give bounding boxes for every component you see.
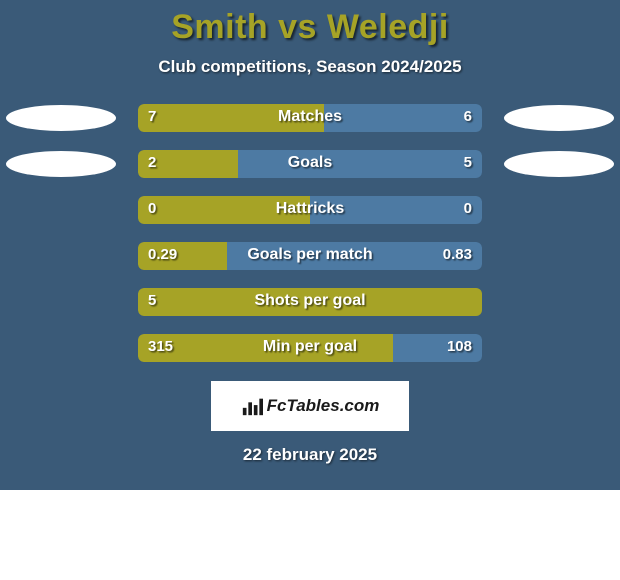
stat-value-left: 7	[148, 108, 156, 125]
bar-track: Matches7 6	[138, 104, 482, 132]
stats-card: Smith vs Weledji Club competitions, Seas…	[0, 0, 620, 490]
bar-track: Goals2 5	[138, 150, 482, 178]
bar-track: Min per goal315 108	[138, 334, 482, 362]
stat-value-left: 2	[148, 154, 156, 171]
subtitle: Club competitions, Season 2024/2025	[0, 57, 620, 77]
title: Smith vs Weledji	[0, 8, 620, 47]
date: 22 february 2025	[0, 445, 620, 465]
stat-value-right: 108	[447, 338, 472, 355]
stat-rows: Matches7 6 Goals2 5 Hattricks0 0 Goals per mat…	[0, 95, 620, 371]
stat-row: Matches7 6	[0, 95, 620, 141]
stat-label: Goals per match	[138, 246, 482, 264]
stat-value-right: 0.83	[443, 246, 472, 263]
stat-value-right: 5	[464, 154, 472, 171]
player-ellipse-right	[504, 151, 614, 177]
player-ellipse-left	[6, 105, 116, 131]
stat-label: Shots per goal	[138, 292, 482, 310]
stat-row: Goals2 5	[0, 141, 620, 187]
stat-row: Hattricks0 0	[0, 187, 620, 233]
stat-value-left: 315	[148, 338, 173, 355]
stat-label: Min per goal	[138, 338, 482, 356]
stat-row: Shots per goal5	[0, 279, 620, 325]
stat-row: Goals per match0.29 0.83	[0, 233, 620, 279]
bar-track: Hattricks0 0	[138, 196, 482, 224]
bars-icon	[241, 395, 263, 417]
stat-value-left: 0.29	[148, 246, 177, 263]
stat-value-right: 6	[464, 108, 472, 125]
stat-value-left: 0	[148, 200, 156, 217]
stat-label: Hattricks	[138, 200, 482, 218]
brand-box[interactable]: FcTables.com	[211, 381, 409, 431]
stat-value-left: 5	[148, 292, 156, 309]
stat-label: Goals	[138, 154, 482, 172]
stat-row: Min per goal315 108	[0, 325, 620, 371]
stat-label: Matches	[138, 108, 482, 126]
bar-track: Goals per match0.29 0.83	[138, 242, 482, 270]
brand-text: FcTables.com	[267, 396, 380, 416]
player-ellipse-right	[504, 105, 614, 131]
player-ellipse-left	[6, 151, 116, 177]
bar-track: Shots per goal5	[138, 288, 482, 316]
stat-value-right: 0	[464, 200, 472, 217]
